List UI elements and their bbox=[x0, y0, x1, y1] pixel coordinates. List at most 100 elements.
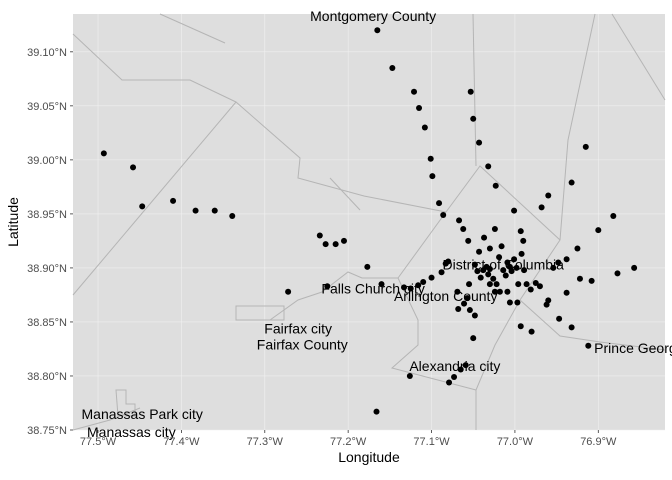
region-label: District of Columbia bbox=[443, 257, 565, 273]
y-tick-label: 39.00°N bbox=[27, 155, 67, 167]
data-point bbox=[378, 281, 385, 288]
data-point bbox=[438, 269, 445, 276]
county-boundaries bbox=[72, 13, 666, 431]
region-label: Manassas Park city bbox=[82, 406, 203, 422]
county-boundary bbox=[115, 389, 136, 417]
data-point bbox=[500, 267, 507, 274]
region-label: Fairfax County bbox=[257, 337, 348, 353]
data-point bbox=[466, 281, 473, 288]
data-point bbox=[462, 362, 469, 369]
data-point bbox=[490, 275, 497, 282]
points-layer bbox=[100, 27, 638, 415]
data-point bbox=[415, 282, 422, 289]
region-labels: Montgomery County District of Columbia Fal… bbox=[82, 8, 672, 440]
county-boundary bbox=[72, 101, 447, 296]
county-boundary bbox=[472, 13, 477, 167]
data-point bbox=[574, 245, 581, 252]
region-label: Montgomery County bbox=[310, 8, 436, 24]
data-point bbox=[211, 207, 218, 214]
y-tick-label: 39.05°N bbox=[27, 101, 67, 113]
data-point bbox=[614, 270, 621, 277]
data-point bbox=[631, 264, 638, 271]
data-point bbox=[421, 124, 428, 131]
data-point bbox=[442, 260, 449, 267]
data-point bbox=[461, 300, 468, 307]
data-point bbox=[428, 274, 435, 281]
data-point bbox=[496, 254, 503, 261]
data-point bbox=[451, 374, 458, 381]
data-point bbox=[486, 281, 493, 288]
data-point bbox=[477, 274, 484, 281]
region-label: Arlington County bbox=[394, 288, 498, 304]
region-label: Fairfax city bbox=[264, 320, 332, 336]
county-boundary bbox=[72, 33, 237, 103]
county-boundary bbox=[72, 407, 141, 431]
region-label: Prince George's bbox=[594, 340, 672, 356]
data-point bbox=[465, 237, 472, 244]
region-label: Alexandria city bbox=[409, 358, 500, 374]
data-point bbox=[520, 237, 527, 244]
data-point bbox=[498, 243, 505, 250]
data-point bbox=[568, 324, 575, 331]
county-boundary bbox=[519, 299, 666, 351]
data-point bbox=[514, 299, 521, 306]
data-point bbox=[508, 268, 515, 275]
data-point bbox=[538, 204, 545, 211]
data-point bbox=[481, 234, 488, 241]
county-boundary bbox=[390, 211, 477, 391]
data-point bbox=[470, 115, 477, 122]
data-point bbox=[467, 88, 474, 95]
data-point bbox=[436, 200, 443, 207]
y-tick-label: 38.75°N bbox=[27, 425, 67, 437]
data-point bbox=[456, 217, 463, 224]
data-point bbox=[550, 264, 557, 271]
county-boundary bbox=[329, 177, 361, 211]
county-boundary bbox=[611, 13, 666, 101]
y-tick-label: 39.10°N bbox=[27, 47, 67, 59]
data-point bbox=[407, 285, 414, 292]
data-point bbox=[555, 259, 562, 266]
data-point bbox=[568, 179, 575, 186]
x-tick-label: 77.1°W bbox=[413, 436, 450, 448]
data-point bbox=[471, 312, 478, 319]
data-point bbox=[471, 261, 478, 268]
data-point bbox=[536, 283, 543, 290]
x-axis-title: Longitude bbox=[338, 449, 400, 465]
region-label: Manassas city bbox=[87, 424, 176, 440]
y-tick-label: 38.90°N bbox=[27, 263, 67, 275]
data-point bbox=[491, 226, 498, 233]
data-point bbox=[576, 275, 583, 282]
data-point bbox=[401, 284, 408, 291]
data-point bbox=[460, 226, 467, 233]
data-point bbox=[374, 27, 381, 34]
data-point bbox=[429, 173, 436, 180]
region-label: Falls Church city bbox=[321, 280, 424, 296]
data-point bbox=[610, 213, 617, 220]
data-point bbox=[563, 289, 570, 296]
y-tick-label: 38.80°N bbox=[27, 371, 67, 383]
x-axis-ticks: 77.5°W 77.4°W 77.3°W 77.2°W 77.1°W 77.0°W 76.9… bbox=[80, 430, 617, 448]
data-point bbox=[476, 248, 483, 255]
data-point bbox=[486, 245, 493, 252]
data-point bbox=[588, 277, 595, 284]
data-point bbox=[411, 88, 418, 95]
data-point bbox=[466, 307, 473, 314]
data-point bbox=[492, 182, 499, 189]
data-point bbox=[502, 272, 509, 279]
data-point bbox=[192, 207, 199, 214]
data-point bbox=[373, 408, 380, 415]
data-point bbox=[170, 197, 177, 204]
data-point bbox=[493, 281, 500, 288]
data-point bbox=[595, 227, 602, 234]
y-tick-label: 38.85°N bbox=[27, 317, 67, 329]
x-tick-label: 77.2°W bbox=[330, 436, 367, 448]
data-point bbox=[474, 268, 481, 275]
y-tick-label: 38.95°N bbox=[27, 209, 67, 221]
data-point bbox=[556, 315, 563, 322]
data-point bbox=[545, 297, 552, 304]
panel-background bbox=[73, 14, 665, 430]
data-point bbox=[491, 288, 498, 295]
data-point bbox=[517, 228, 524, 235]
data-point bbox=[476, 139, 483, 146]
plot-panel bbox=[73, 14, 665, 431]
